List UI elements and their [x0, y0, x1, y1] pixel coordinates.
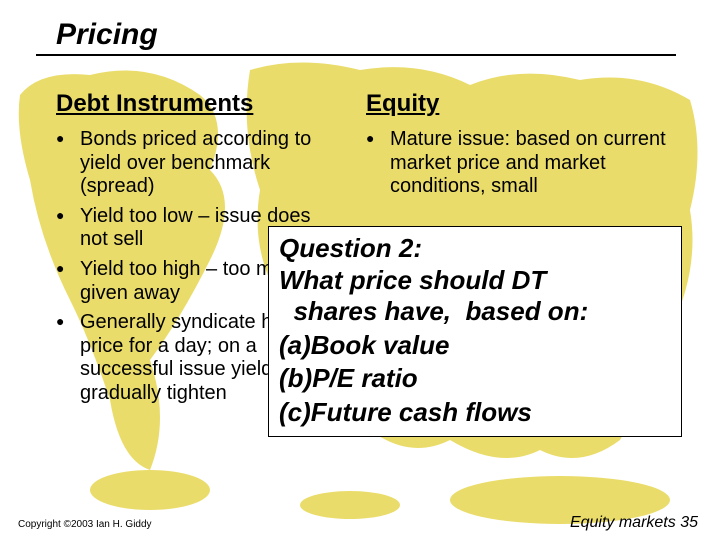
question-line: shares have, based on:: [279, 296, 671, 328]
page-number: Equity markets 35: [570, 514, 698, 532]
copyright-text: Copyright ©2003 Ian H. Giddy: [18, 519, 152, 530]
title-rule: [36, 54, 676, 56]
question-option: (c)Future cash flows: [279, 397, 671, 428]
right-bullets: Mature issue: based on current market pr…: [366, 128, 666, 199]
slide-title: Pricing: [56, 18, 680, 52]
left-heading: Debt Instruments: [56, 90, 336, 118]
question-line: What price should DT: [279, 265, 671, 297]
list-item: Mature issue: based on current market pr…: [366, 128, 666, 199]
list-item: Bonds priced according to yield over ben…: [56, 128, 336, 199]
question-overlay: Question 2: What price should DT shares …: [268, 226, 682, 437]
question-option: (b)P/E ratio: [279, 363, 671, 394]
right-heading: Equity: [366, 90, 666, 118]
question-option: (a)Book value: [279, 330, 671, 361]
question-line: Question 2:: [279, 233, 671, 265]
